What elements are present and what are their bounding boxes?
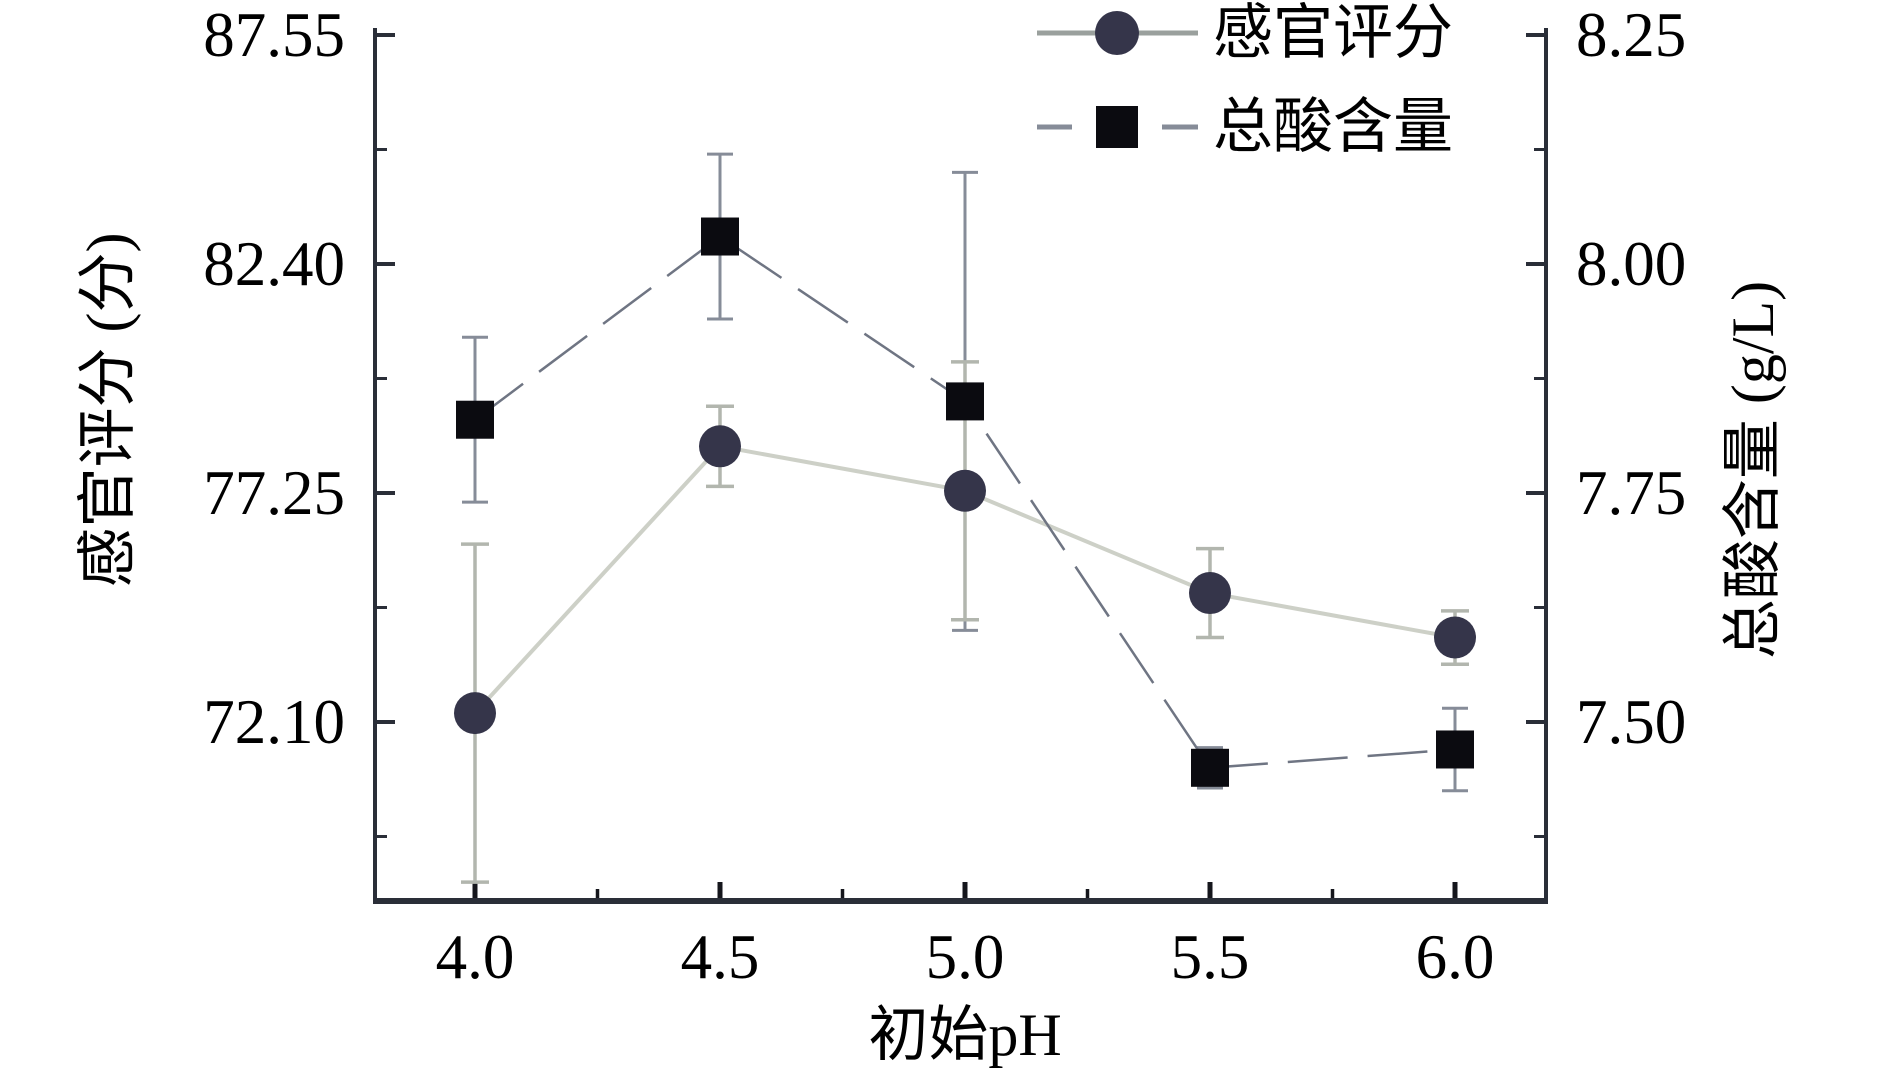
data-point-square bbox=[456, 400, 494, 439]
data-point-square bbox=[701, 217, 739, 256]
right-tick-label: 7.50 bbox=[1576, 687, 1686, 757]
left-axis-title: 感官评分 (分) bbox=[75, 232, 141, 588]
data-point-square bbox=[1436, 730, 1474, 769]
legend-label-total-acid: 总酸含量 bbox=[1213, 94, 1453, 160]
x-tick-label: 4.5 bbox=[681, 922, 760, 992]
legend-circle-marker bbox=[1037, 11, 1198, 55]
data-point-circle bbox=[944, 469, 986, 512]
right-tick-label: 7.75 bbox=[1576, 458, 1686, 528]
legend-square-marker bbox=[1037, 106, 1198, 148]
left-tick-label: 77.25 bbox=[203, 458, 345, 528]
x-tick-label: 5.5 bbox=[1171, 922, 1250, 992]
right-axis-title: 总酸含量 (g/L) bbox=[1720, 280, 1786, 660]
right-tick-label: 8.25 bbox=[1576, 0, 1686, 70]
data-point-circle bbox=[454, 692, 496, 735]
left-tick-label: 72.10 bbox=[203, 687, 345, 757]
x-tick-label: 4.0 bbox=[436, 922, 515, 992]
left-tick-label: 82.40 bbox=[203, 229, 345, 299]
x-tick-label: 5.0 bbox=[926, 922, 1005, 992]
x-axis-title: 初始pH bbox=[868, 1002, 1062, 1068]
legend-label-sensory-score: 感官评分 bbox=[1213, 0, 1453, 66]
data-point-circle bbox=[699, 425, 741, 468]
left-tick-label: 87.55 bbox=[203, 0, 345, 70]
x-tick-label: 6.0 bbox=[1416, 922, 1495, 992]
data-point-square bbox=[1191, 748, 1229, 787]
right-tick-label: 8.00 bbox=[1576, 229, 1686, 299]
legend: 感官评分 总酸含量 bbox=[0, 0, 1890, 200]
data-point-circle bbox=[1434, 616, 1476, 659]
data-point-circle bbox=[1189, 572, 1231, 615]
data-point-square bbox=[946, 382, 984, 421]
